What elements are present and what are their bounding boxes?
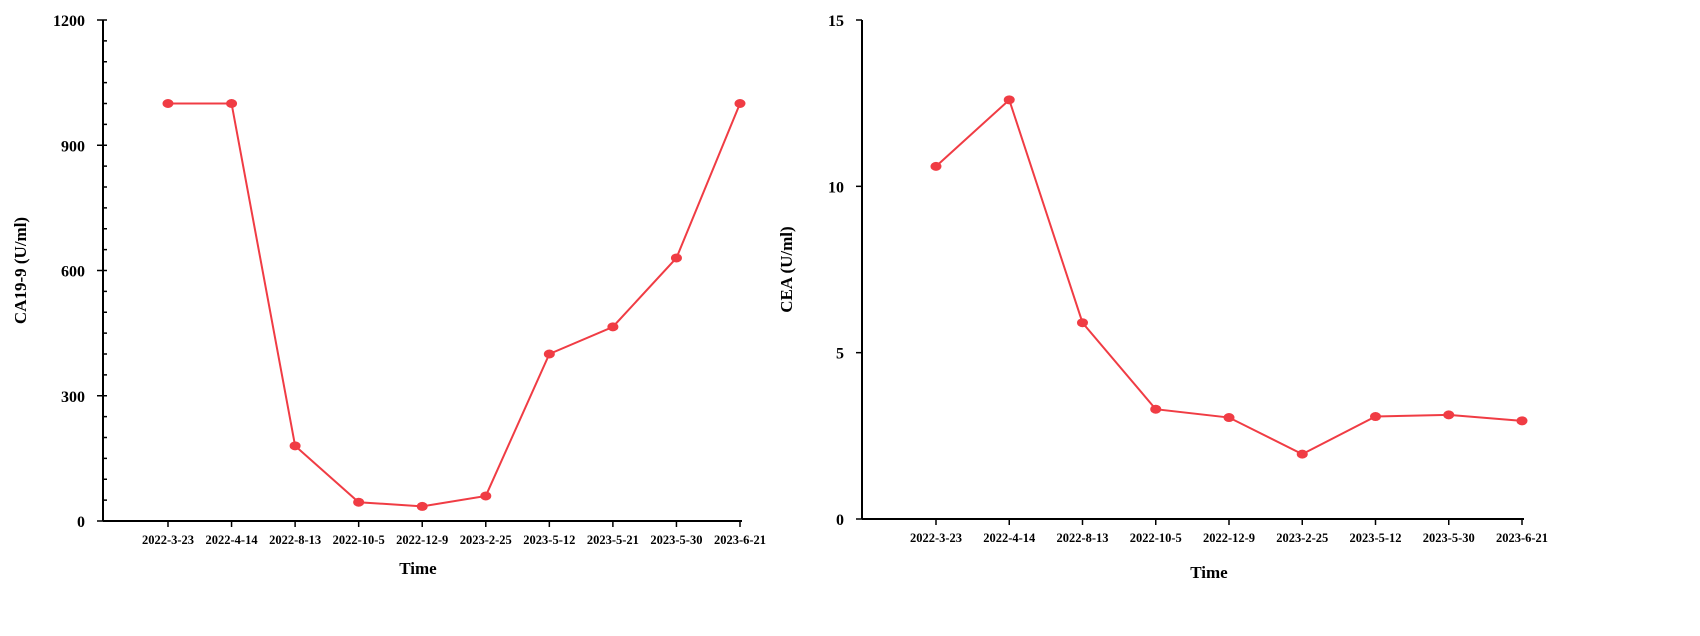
ca199-data-point: [226, 99, 238, 108]
ca199-x-axis-title: Time: [399, 559, 437, 578]
ca199-x-tick-label: 2022-4-14: [206, 533, 259, 547]
cea-y-tick-label: 15: [828, 13, 844, 30]
cea-y-tick-label: 10: [828, 179, 844, 196]
ca199-y-tick-label: 900: [61, 138, 85, 155]
ca199-chart: 0 300 600 900 1200 2022-3-23 2022-4-14 2022-8-…: [11, 13, 766, 578]
ca199-data-point: [289, 441, 301, 451]
cea-series-line: [935, 98, 1523, 456]
cea-data-point: [1370, 412, 1381, 422]
ca199-y-tick-label: 600: [61, 264, 85, 281]
ca199-x-tick-label: 2023-2-25: [460, 533, 512, 547]
ca199-y-tick-label: 300: [61, 389, 85, 406]
ca199-y-axis-title: CA19-9 (U/ml): [11, 217, 30, 324]
cea-data-point: [1443, 410, 1455, 420]
cea-x-tick-label: 2023-2-25: [1276, 531, 1328, 545]
ca199-data-points: [162, 99, 746, 511]
cea-y-axis-title: CEA (U/ml): [777, 226, 796, 312]
ca199-x-tick-label: 2023-5-21: [587, 533, 639, 547]
ca199-data-point: [607, 322, 619, 332]
cea-x-tick-label: 2022-4-14: [983, 531, 1036, 545]
cea-x-axis-title: Time: [1190, 563, 1228, 582]
cea-x-ticks: 2022-3-23 2022-4-14 2022-8-13 2022-10-5 2022…: [910, 519, 1548, 545]
ca199-data-point: [416, 501, 428, 511]
cea-x-tick-label: 2023-5-12: [1349, 531, 1401, 545]
cea-y-ticks: 0 5 10 15: [828, 13, 862, 529]
cea-y-tick-label: 0: [836, 512, 844, 529]
ca199-x-tick-label: 2022-3-23: [142, 533, 194, 547]
ca199-x-tick-label: 2023-5-30: [650, 533, 702, 547]
cea-x-tick-label: 2023-5-30: [1423, 531, 1475, 545]
ca199-series-line: [168, 102, 741, 508]
ca199-x-tick-label: 2023-5-12: [523, 533, 575, 547]
ca199-x-ticks: 2022-3-23 2022-4-14 2022-8-13 2022-10-5 2022…: [142, 521, 766, 547]
cea-x-tick-label: 2022-3-23: [910, 531, 962, 545]
ca199-x-tick-label: 2023-6-21: [714, 533, 766, 547]
cea-data-points: [930, 95, 1528, 459]
cea-data-point: [1516, 416, 1528, 426]
ca199-data-point: [670, 253, 682, 263]
cea-data-point: [1003, 95, 1015, 105]
ca199-y-tick-label: 1200: [53, 13, 85, 30]
ca199-data-point: [162, 99, 174, 108]
cea-x-tick-label: 2023-6-21: [1496, 531, 1548, 545]
ca199-x-tick-label: 2022-12-9: [396, 533, 448, 547]
cea-y-tick-label: 5: [836, 346, 844, 363]
ca199-data-point: [480, 491, 492, 501]
cea-data-point: [1223, 413, 1235, 423]
cea-data-point: [1077, 318, 1088, 328]
cea-data-point: [1296, 449, 1308, 459]
cea-x-tick-label: 2022-12-9: [1203, 531, 1255, 545]
cea-data-point: [1150, 404, 1162, 414]
ca199-x-tick-label: 2022-10-5: [333, 533, 385, 547]
ca199-x-tick-label: 2022-8-13: [269, 533, 321, 547]
ca199-y-ticks: 0 300 600 900 1200: [53, 13, 103, 531]
cea-x-tick-label: 2022-8-13: [1056, 531, 1108, 545]
cea-chart: 0 5 10 15 2022-3-23 2022-4-14 2022-8-13 2022-1…: [777, 13, 1548, 582]
cea-x-tick-label: 2022-10-5: [1130, 531, 1182, 545]
ca199-data-point: [353, 497, 365, 507]
ca199-data-point: [543, 349, 555, 359]
ca199-data-point: [734, 99, 746, 108]
ca199-y-tick-label: 0: [77, 514, 85, 531]
cea-data-point: [930, 161, 942, 171]
